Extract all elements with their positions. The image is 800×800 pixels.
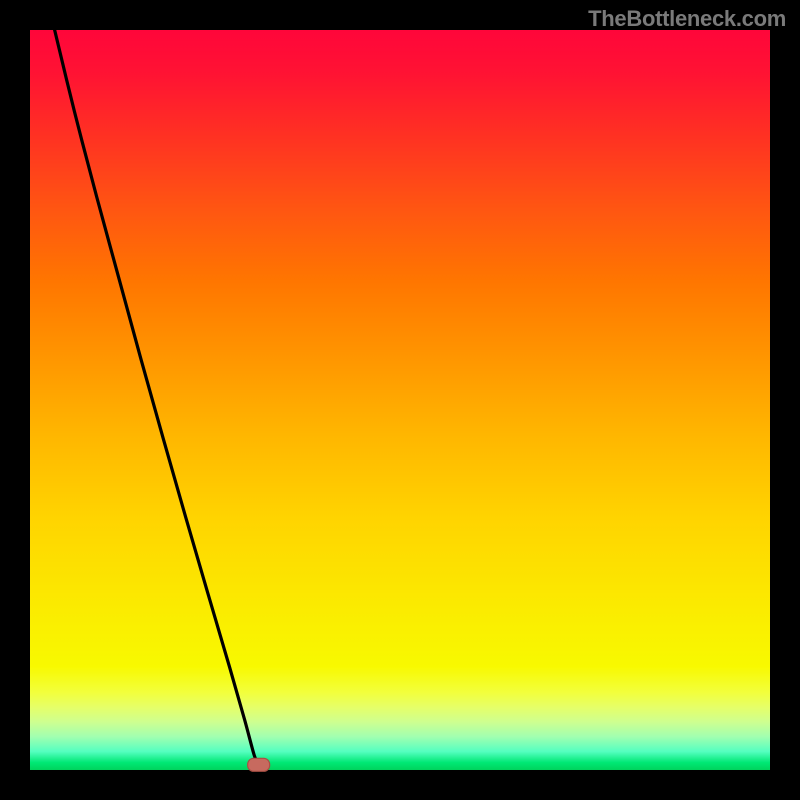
source-attribution[interactable]: TheBottleneck.com xyxy=(588,6,786,32)
plot-background xyxy=(30,30,770,770)
bottleneck-chart xyxy=(0,0,800,800)
apex-marker xyxy=(248,758,270,771)
source-link[interactable]: TheBottleneck.com xyxy=(588,6,786,31)
chart-container: TheBottleneck.com xyxy=(0,0,800,800)
